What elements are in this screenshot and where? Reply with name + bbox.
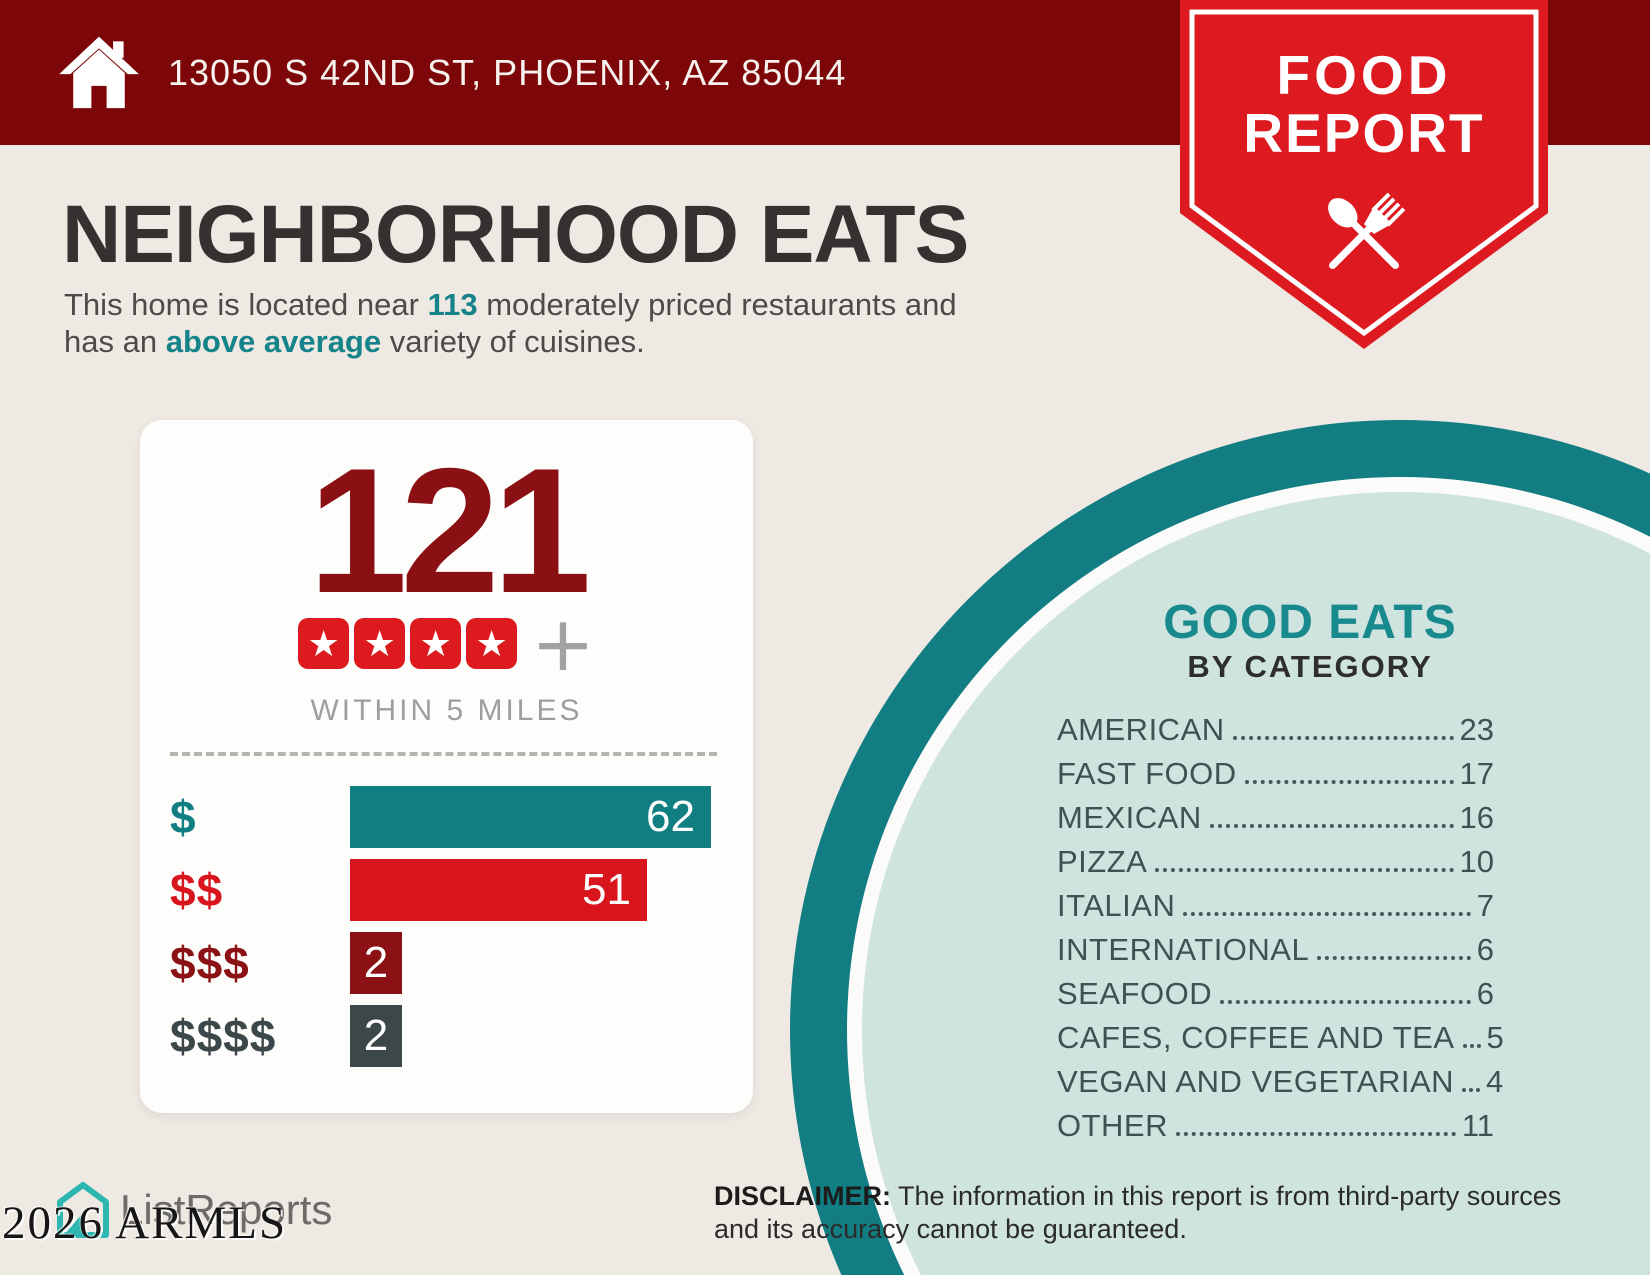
category-value: 23 <box>1459 712 1494 747</box>
star-icon: ★ <box>298 618 350 669</box>
home-icon <box>59 36 139 109</box>
list-item: OTHER 11 <box>1057 1108 1494 1152</box>
price-tier-bar: 51 <box>350 859 647 921</box>
good-eats-circle <box>790 420 1650 1275</box>
intro-line-1: This home is located near 113 moderately… <box>64 286 957 323</box>
watermark: 2026 ARMLS <box>2 1197 288 1249</box>
price-tier-label: $$$ <box>170 937 250 989</box>
list-item: INTERNATIONAL 6 <box>1057 932 1494 976</box>
food-report-badge: FOOD REPORT <box>1180 0 1548 349</box>
bar-value: 2 <box>363 1011 389 1060</box>
price-tier-bar: 2 <box>350 1005 402 1067</box>
category-label: ITALIAN <box>1057 888 1176 923</box>
category-value: 16 <box>1459 800 1494 835</box>
dot-leader <box>1176 1132 1456 1136</box>
good-eats-title: GOOD EATS <box>1163 596 1457 649</box>
bar-row: $$ 51 <box>170 859 711 921</box>
list-item: ITALIAN 7 <box>1057 888 1494 932</box>
category-label: OTHER <box>1057 1108 1168 1143</box>
disclaimer-label: DISCLAIMER: <box>714 1181 891 1211</box>
category-label: FAST FOOD <box>1057 756 1237 791</box>
price-tier-label: $$$$ <box>170 1010 277 1062</box>
category-value: 5 <box>1486 1020 1504 1055</box>
dot-leader <box>1155 868 1454 872</box>
dot-leader <box>1232 736 1454 740</box>
dashed-divider <box>170 752 717 756</box>
bar-value: 51 <box>582 865 631 914</box>
category-value: 6 <box>1476 932 1494 967</box>
list-item: PIZZA 10 <box>1057 844 1494 888</box>
rating-row: ★ ★ ★ ★ + <box>140 599 753 688</box>
list-item: CAFES, COFFEE AND TEA 5 <box>1057 1020 1504 1064</box>
listreports-logo: ListReports <box>56 1180 332 1240</box>
star-icon: ★ <box>410 618 462 669</box>
restaurant-total: 121 <box>308 431 592 630</box>
category-value: 4 <box>1486 1064 1504 1099</box>
category-list: AMERICAN 23 FAST FOOD 17 MEXICAN 16 PIZZA 10 ITA… <box>1057 712 1504 1152</box>
category-label: PIZZA <box>1057 844 1148 879</box>
price-tier-bar: 2 <box>350 932 402 994</box>
listreports-logo-text: ListReports <box>120 1186 333 1233</box>
star-rating: ★ ★ ★ ★ <box>298 618 518 669</box>
restaurant-count-highlight: 113 <box>427 287 478 322</box>
bar-row: $$$$ 2 <box>170 1005 711 1067</box>
listreports-house-icon <box>57 1182 109 1238</box>
dot-leader <box>1220 1000 1471 1004</box>
category-value: 11 <box>1461 1108 1494 1143</box>
list-item: AMERICAN 23 <box>1057 712 1494 756</box>
plus-icon: + <box>531 599 595 688</box>
star-icon: ★ <box>354 618 406 669</box>
good-eats-subtitle: BY CATEGORY <box>1187 649 1433 684</box>
category-value: 7 <box>1476 888 1494 923</box>
category-label: AMERICAN <box>1057 712 1225 747</box>
disclaimer: DISCLAIMER: The information in this repo… <box>714 1180 1594 1246</box>
list-item: SEAFOOD 6 <box>1057 976 1494 1020</box>
category-value: 10 <box>1459 844 1494 879</box>
dot-leader <box>1183 912 1471 916</box>
list-item: FAST FOOD 17 <box>1057 756 1494 800</box>
star-icon: ★ <box>466 618 518 669</box>
bar-value: 2 <box>363 938 389 987</box>
category-value: 17 <box>1459 756 1494 791</box>
intro-text: This home is located near 113 moderately… <box>64 286 957 360</box>
badge-title-line1: FOOD <box>1277 44 1452 106</box>
dot-leader <box>1462 1088 1481 1092</box>
dot-leader <box>1462 1044 1481 1048</box>
price-tier-label: $ <box>170 791 197 843</box>
range-label: WITHIN 5 MILES <box>310 694 583 727</box>
list-item: VEGAN AND VEGETARIAN 4 <box>1057 1064 1503 1108</box>
stat-card: 121 ★ ★ ★ ★ + WITHIN 5 MILES $62 $$ 51 $$$ 2 $$$… <box>140 420 753 1113</box>
intro-segment: variety of cuisines. <box>381 324 645 360</box>
dot-leader <box>1209 824 1454 828</box>
price-tier-label: $$ <box>170 864 224 916</box>
utensils-icon <box>1328 192 1406 269</box>
intro-segment: has an <box>64 324 166 360</box>
category-label: INTERNATIONAL <box>1057 932 1310 967</box>
category-label: SEAFOOD <box>1057 976 1213 1011</box>
variety-highlight: above average <box>165 324 382 360</box>
badge-title-line2: REPORT <box>1243 102 1484 164</box>
bar-row: $$$ 2 <box>170 932 711 994</box>
price-bar-chart: $62 $$ 51 $$$ 2 $$$$ 2 <box>170 786 711 1078</box>
category-label: VEGAN AND VEGETARIAN <box>1057 1064 1455 1099</box>
disclaimer-text: The information in this report is from t… <box>714 1181 1562 1244</box>
category-value: 6 <box>1476 976 1494 1011</box>
price-tier-bar: 62 <box>350 786 711 848</box>
list-item: MEXICAN 16 <box>1057 800 1494 844</box>
category-label: MEXICAN <box>1057 800 1202 835</box>
bar-value: 62 <box>646 792 695 841</box>
category-label: CAFES, COFFEE AND TEA <box>1057 1020 1455 1055</box>
property-address: 13050 S 42ND ST, PHOENIX, AZ 85044 <box>168 51 847 93</box>
page-title: NEIGHBORHOOD EATS <box>62 189 969 280</box>
dot-leader <box>1317 956 1471 960</box>
intro-line-2: has an above average variety of cuisines… <box>64 323 957 360</box>
intro-segment: This home is located near <box>64 287 428 322</box>
bar-row: $62 <box>170 786 711 848</box>
intro-segment: moderately priced restaurants and <box>477 287 957 322</box>
dot-leader <box>1244 780 1454 784</box>
